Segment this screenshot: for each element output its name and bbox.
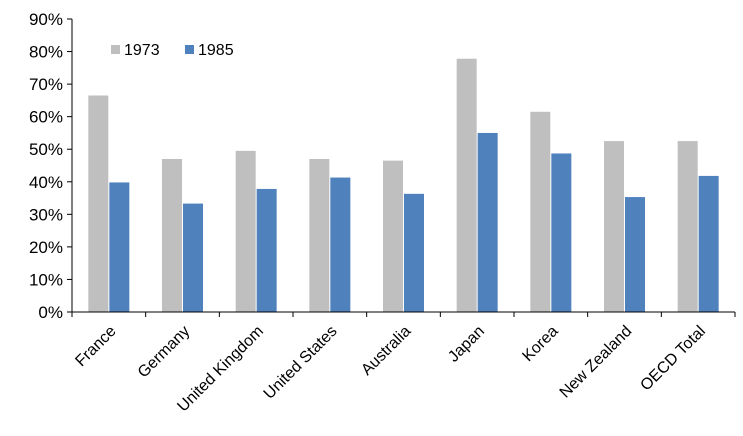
legend: 1973 1985 [111, 42, 234, 59]
y-tick-label: 20% [29, 238, 63, 257]
legend-label-1985: 1985 [198, 42, 234, 59]
bar-1985-japan [477, 132, 498, 312]
bar-1973-japan [456, 58, 477, 313]
bar-1985-australia [404, 193, 424, 312]
bar-1973-united-states [309, 158, 330, 312]
bar-1973-australia [383, 160, 403, 312]
x-tick-label: New Zealand [557, 323, 636, 402]
bar-1985-germany [183, 203, 203, 312]
x-tick-label: Germany [135, 323, 194, 382]
x-tick-label: Japan [445, 323, 488, 366]
y-tick-label: 40% [29, 173, 63, 192]
legend-swatch-1973 [111, 45, 120, 54]
bar-1973-oecd-total [677, 141, 698, 312]
bar-1985-united-states [330, 177, 351, 312]
y-tick-label: 80% [29, 43, 63, 62]
y-tick-label: 50% [29, 140, 63, 159]
legend-swatch-1985 [185, 45, 194, 54]
x-tick-label: Korea [519, 323, 561, 365]
y-tick-label: 0% [38, 303, 63, 322]
bars-group [88, 58, 719, 313]
bar-1973-korea [530, 111, 551, 313]
x-tick-label: Australia [358, 323, 414, 379]
bar-1973-germany [162, 158, 182, 312]
x-tick-label: France [72, 323, 119, 370]
y-tick-label: 10% [29, 270, 63, 289]
bar-1985-france [109, 182, 130, 312]
y-tick-label: 60% [29, 108, 63, 127]
bar-1985-oecd-total [698, 175, 719, 312]
bar-1973-new-zealand [604, 141, 624, 312]
bar-1973-united-kingdom [235, 150, 256, 312]
x-tick-label: United States [261, 323, 341, 403]
y-tick-label: 70% [29, 75, 63, 94]
bar-1985-new-zealand [625, 197, 645, 312]
y-tick-label: 30% [29, 205, 63, 224]
legend-label-1973: 1973 [124, 42, 160, 59]
y-axis-ticks: 0% 10% 20% 30% 40% 50% 60% 70% 80% 90% [29, 10, 72, 322]
bar-1973-france [88, 95, 109, 312]
y-tick-label: 90% [29, 10, 63, 29]
bar-1985-united-kingdom [256, 188, 277, 312]
bar-1985-korea [551, 153, 572, 312]
x-tick-label: OECD Total [637, 323, 709, 395]
